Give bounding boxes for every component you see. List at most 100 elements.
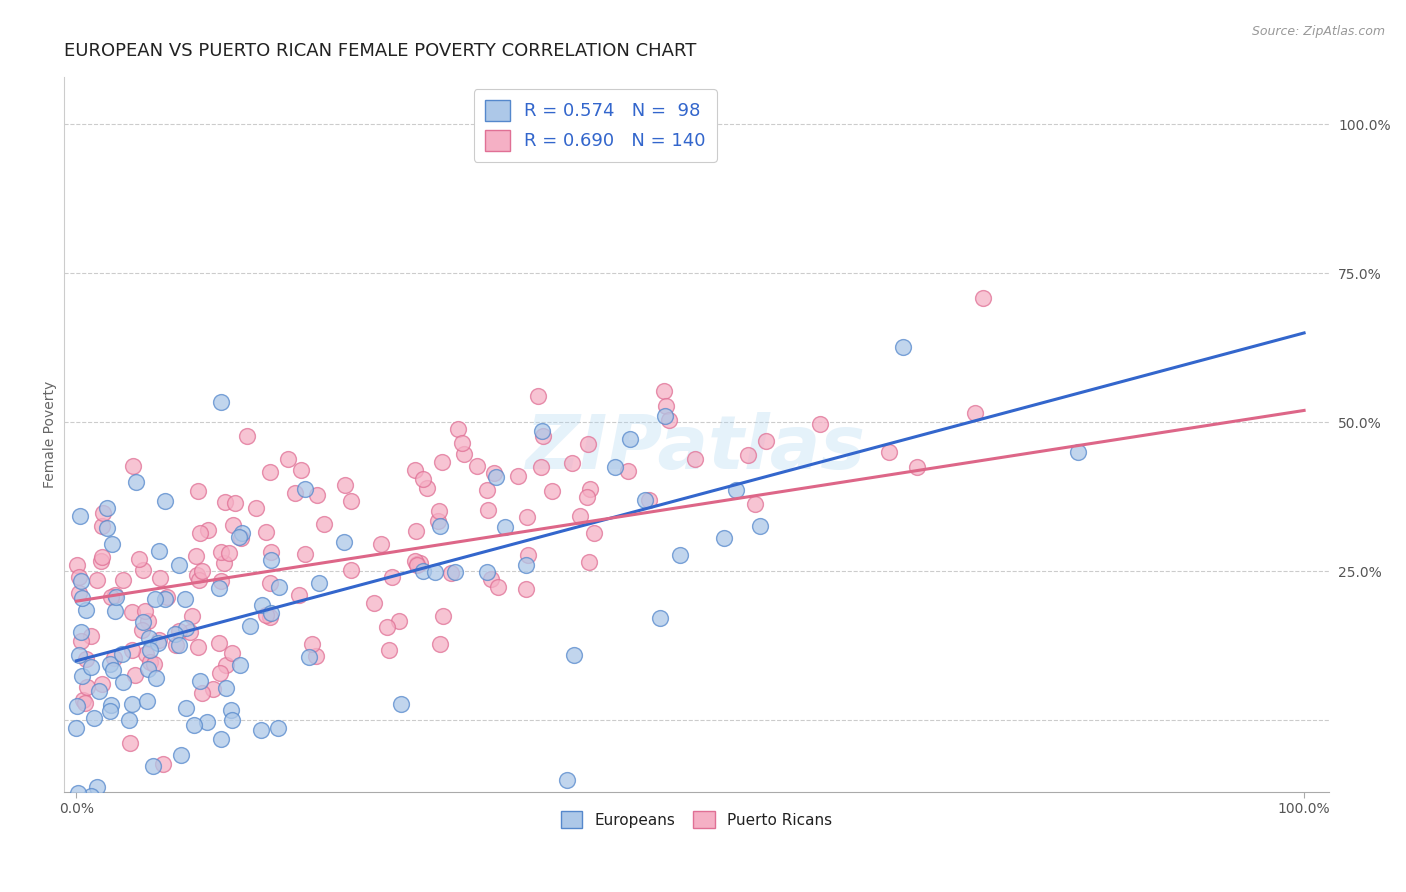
- Point: [427, 504, 450, 518]
- Point: [228, 530, 250, 544]
- Point: [389, 698, 412, 712]
- Point: [290, 824, 312, 838]
- Point: [363, 596, 385, 610]
- Point: [412, 564, 434, 578]
- Point: [209, 545, 232, 559]
- Point: [658, 413, 681, 427]
- Point: [174, 621, 197, 635]
- Point: [170, 748, 193, 763]
- Point: [333, 478, 356, 492]
- Point: [221, 703, 243, 717]
- Point: [153, 591, 176, 606]
- Point: [451, 436, 474, 450]
- Point: [169, 638, 191, 652]
- Point: [416, 481, 439, 495]
- Legend: Europeans, Puerto Ricans: Europeans, Puerto Ricans: [554, 805, 838, 834]
- Point: [377, 642, 399, 657]
- Point: [142, 657, 165, 672]
- Point: [86, 573, 108, 587]
- Point: [515, 558, 537, 573]
- Point: [165, 638, 187, 652]
- Point: [531, 429, 554, 443]
- Point: [186, 568, 208, 582]
- Point: [314, 516, 336, 531]
- Point: [184, 549, 207, 563]
- Point: [744, 497, 766, 511]
- Point: [972, 291, 994, 305]
- Point: [152, 757, 174, 772]
- Point: [447, 422, 470, 436]
- Point: [605, 460, 627, 475]
- Point: [67, 648, 90, 662]
- Point: [70, 634, 93, 648]
- Point: [139, 655, 162, 669]
- Point: [156, 590, 179, 604]
- Text: EUROPEAN VS PUERTO RICAN FEMALE POVERTY CORRELATION CHART: EUROPEAN VS PUERTO RICAN FEMALE POVERTY …: [65, 42, 696, 60]
- Point: [96, 500, 118, 515]
- Point: [214, 495, 236, 509]
- Point: [104, 604, 127, 618]
- Point: [654, 399, 676, 413]
- Point: [167, 558, 190, 572]
- Point: [188, 526, 211, 541]
- Point: [188, 673, 211, 688]
- Point: [179, 625, 201, 640]
- Point: [135, 647, 157, 661]
- Point: [267, 721, 290, 735]
- Point: [427, 515, 450, 529]
- Point: [308, 576, 330, 591]
- Point: [212, 556, 235, 570]
- Point: [131, 623, 153, 637]
- Point: [180, 609, 202, 624]
- Point: [136, 662, 159, 676]
- Point: [562, 648, 585, 663]
- Point: [412, 472, 434, 486]
- Point: [297, 649, 319, 664]
- Point: [259, 576, 281, 591]
- Point: [259, 610, 281, 624]
- Point: [444, 565, 467, 579]
- Point: [307, 487, 329, 501]
- Point: [66, 699, 89, 714]
- Point: [90, 554, 112, 568]
- Point: [284, 486, 307, 500]
- Point: [638, 492, 661, 507]
- Point: [87, 683, 110, 698]
- Point: [616, 464, 638, 478]
- Point: [121, 643, 143, 657]
- Point: [527, 388, 550, 402]
- Point: [91, 519, 114, 533]
- Point: [208, 636, 231, 650]
- Y-axis label: Female Poverty: Female Poverty: [44, 381, 58, 488]
- Point: [209, 732, 232, 747]
- Point: [388, 615, 411, 629]
- Point: [70, 668, 93, 682]
- Point: [139, 643, 162, 657]
- Point: [408, 556, 430, 570]
- Point: [254, 607, 277, 622]
- Point: [174, 700, 197, 714]
- Point: [146, 636, 169, 650]
- Point: [404, 554, 426, 568]
- Point: [121, 605, 143, 619]
- Point: [202, 804, 225, 818]
- Point: [66, 558, 89, 572]
- Point: [477, 502, 499, 516]
- Point: [668, 548, 690, 562]
- Point: [93, 506, 115, 520]
- Point: [195, 714, 218, 729]
- Point: [440, 566, 463, 580]
- Point: [209, 574, 232, 588]
- Point: [963, 406, 986, 420]
- Point: [259, 465, 281, 479]
- Point: [103, 651, 125, 665]
- Point: [132, 615, 155, 629]
- Point: [197, 523, 219, 537]
- Point: [138, 631, 160, 645]
- Point: [579, 483, 602, 497]
- Point: [294, 482, 316, 496]
- Point: [215, 681, 238, 695]
- Point: [65, 721, 87, 735]
- Point: [749, 518, 772, 533]
- Point: [125, 475, 148, 490]
